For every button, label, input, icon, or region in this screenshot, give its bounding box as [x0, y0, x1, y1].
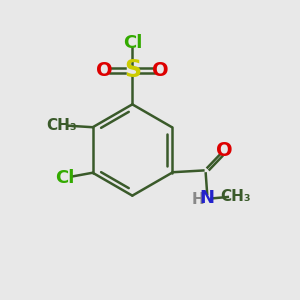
Text: O: O — [216, 141, 232, 160]
Text: Cl: Cl — [55, 169, 74, 187]
Text: Cl: Cl — [123, 34, 142, 52]
Text: CH₃: CH₃ — [46, 118, 77, 133]
Text: S: S — [124, 58, 141, 82]
Text: O: O — [96, 61, 113, 80]
Text: O: O — [152, 61, 169, 80]
Text: H: H — [191, 192, 204, 207]
Text: N: N — [200, 189, 215, 207]
Text: CH₃: CH₃ — [220, 190, 250, 205]
